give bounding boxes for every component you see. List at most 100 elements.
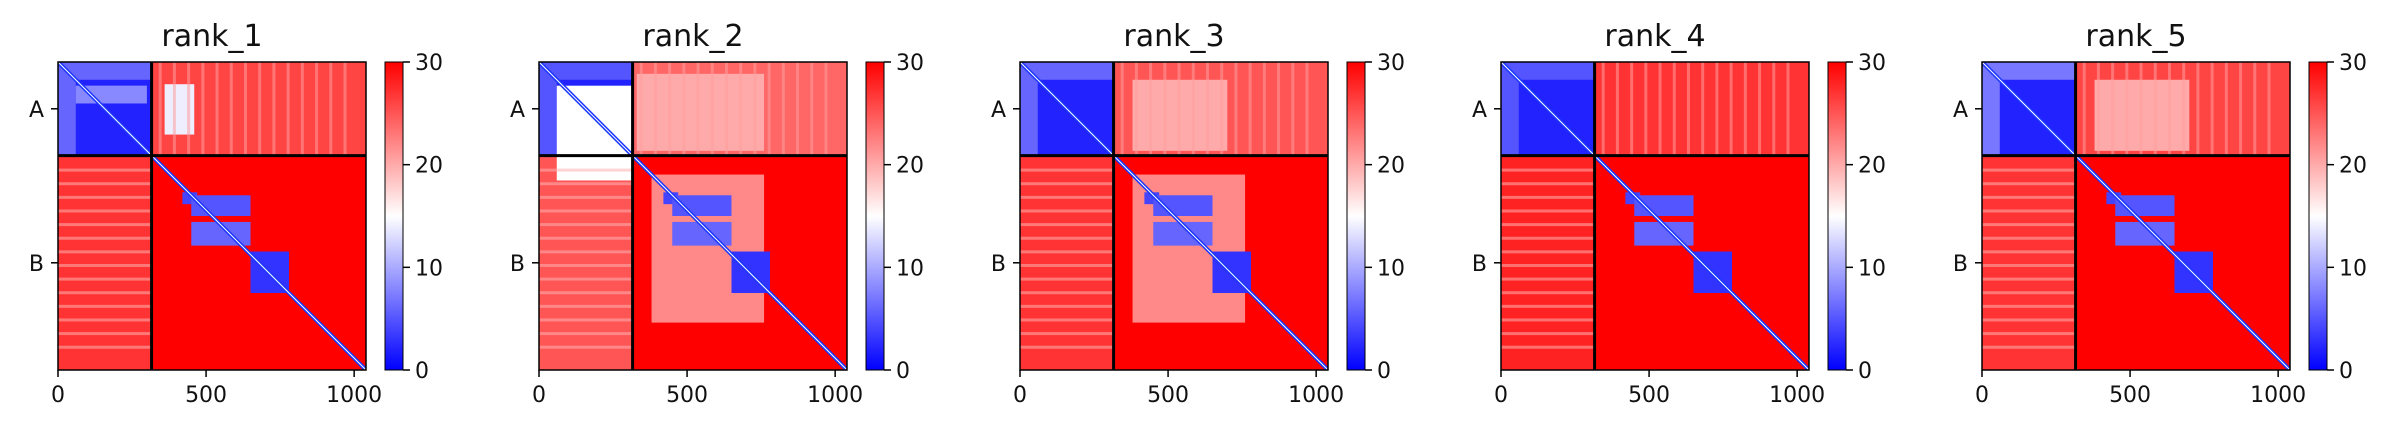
y-tick-label: A xyxy=(1953,98,1968,123)
heatmap-streak xyxy=(539,263,633,267)
x-tick-label: 1000 xyxy=(2250,383,2306,408)
heatmap-streak xyxy=(158,62,162,156)
colorbar xyxy=(384,61,404,371)
axes-frame xyxy=(538,61,848,371)
colorbar-tick-label: 10 xyxy=(896,256,924,281)
heatmap-streak xyxy=(1020,332,1114,336)
heatmap-streak xyxy=(1020,168,1114,172)
heatmap-streak xyxy=(2210,62,2214,156)
heatmap-streak xyxy=(2153,62,2157,156)
heatmap-streak xyxy=(329,62,333,156)
heatmap-streak xyxy=(824,62,828,156)
heatmap-streak xyxy=(1220,62,1224,156)
colorbar-tick-label: 20 xyxy=(1377,154,1405,179)
colorbar-tick-label: 10 xyxy=(415,256,443,281)
heatmap-streak xyxy=(1134,62,1138,156)
heatmap-streak xyxy=(1501,318,1595,322)
x-tick-label: 500 xyxy=(1628,383,1670,408)
heatmap-streak xyxy=(539,345,633,349)
heatmap-streak xyxy=(539,195,633,199)
colorbar xyxy=(865,61,885,371)
heatmap-streak xyxy=(1020,209,1114,213)
heatmap-streak xyxy=(1982,250,2076,254)
heatmap-streak xyxy=(1020,236,1114,240)
heatmap-block xyxy=(1625,192,1641,205)
x-tick-label: 500 xyxy=(185,383,227,408)
heatmap-streak xyxy=(1020,318,1114,322)
panel-title: rank_5 xyxy=(2085,19,2186,54)
heatmap-streak xyxy=(1982,291,2076,295)
panel-title: rank_2 xyxy=(642,19,743,54)
heatmap-streak xyxy=(215,62,219,156)
heatmap xyxy=(1020,62,1328,370)
panel-title: rank_3 xyxy=(1123,19,1224,54)
x-tick-label: 1000 xyxy=(326,383,382,408)
x-tick-label: 500 xyxy=(666,383,708,408)
heatmap-streak xyxy=(753,62,757,156)
heatmap-streak xyxy=(272,62,276,156)
heatmap-streak xyxy=(2111,62,2115,156)
heatmap-streak xyxy=(1262,62,1266,156)
heatmap-streak xyxy=(58,168,152,172)
heatmap-streak xyxy=(1501,332,1595,336)
heatmap-streak xyxy=(172,62,176,156)
heatmap-streak xyxy=(2267,62,2271,156)
heatmap-streak xyxy=(1501,182,1595,186)
colorbar-tick-label: 10 xyxy=(1377,256,1405,281)
heatmap-streak xyxy=(243,62,247,156)
heatmap-streak xyxy=(696,62,700,156)
heatmap-streak xyxy=(1601,62,1605,156)
heatmap-streak xyxy=(1982,209,2076,213)
colorbar-tick-label: 30 xyxy=(2339,51,2367,76)
heatmap-streak xyxy=(1758,62,1762,156)
heatmap-block xyxy=(663,192,679,205)
heatmap-streak xyxy=(1672,62,1676,156)
heatmap-streak xyxy=(1982,182,2076,186)
heatmap-streak xyxy=(2182,62,2186,156)
heatmap-streak xyxy=(58,332,152,336)
heatmap-streak xyxy=(58,304,152,308)
heatmap-streak xyxy=(1205,62,1209,156)
heatmap-streak xyxy=(1501,277,1595,281)
panel-rank_3: rank_3 0 500 1000 A B 0 10 20 30 xyxy=(991,19,1405,408)
heatmap-block xyxy=(58,155,152,370)
colorbar-tick-label: 0 xyxy=(896,359,910,384)
heatmap-streak xyxy=(1729,62,1733,156)
x-tick-label: 0 xyxy=(1013,383,1027,408)
heatmap xyxy=(1501,62,1809,370)
axes-frame xyxy=(1500,61,1810,371)
y-tick-label: A xyxy=(29,98,44,123)
y-tick-label: B xyxy=(510,252,525,277)
heatmap-streak xyxy=(258,62,262,156)
y-tick-label: B xyxy=(1472,252,1487,277)
heatmap-streak xyxy=(1501,209,1595,213)
axes-frame xyxy=(1019,61,1329,371)
heatmap-streak xyxy=(1020,291,1114,295)
heatmap-block xyxy=(1982,155,2076,370)
heatmap-streak xyxy=(1644,62,1648,156)
x-tick-label: 0 xyxy=(532,383,546,408)
heatmap-streak xyxy=(1234,62,1238,156)
heatmap-streak xyxy=(1615,62,1619,156)
heatmap-streak xyxy=(539,332,633,336)
panel-rank_5: rank_5 0 500 1000 A B 0 10 20 30 xyxy=(1953,19,2367,408)
colorbar-tick-label: 10 xyxy=(2339,256,2367,281)
heatmap-streak xyxy=(58,195,152,199)
y-tick-label: B xyxy=(1953,252,1968,277)
heatmap-streak xyxy=(653,62,657,156)
heatmap-streak xyxy=(187,62,191,156)
y-tick-label: A xyxy=(1472,98,1487,123)
axes-frame xyxy=(1981,61,2291,371)
heatmap-streak xyxy=(639,62,643,156)
panel-rank_2: rank_2 0 500 1000 A B 0 10 20 30 xyxy=(510,19,924,408)
heatmap-streak xyxy=(1501,291,1595,295)
heatmap-streak xyxy=(58,209,152,213)
heatmap-streak xyxy=(2139,62,2143,156)
heatmap-streak xyxy=(1501,304,1595,308)
heatmap-streak xyxy=(539,209,633,213)
heatmap-streak xyxy=(58,250,152,254)
heatmap-streak xyxy=(343,62,347,156)
heatmap-streak xyxy=(1501,168,1595,172)
heatmap-streak xyxy=(1982,263,2076,267)
heatmap-streak xyxy=(58,291,152,295)
